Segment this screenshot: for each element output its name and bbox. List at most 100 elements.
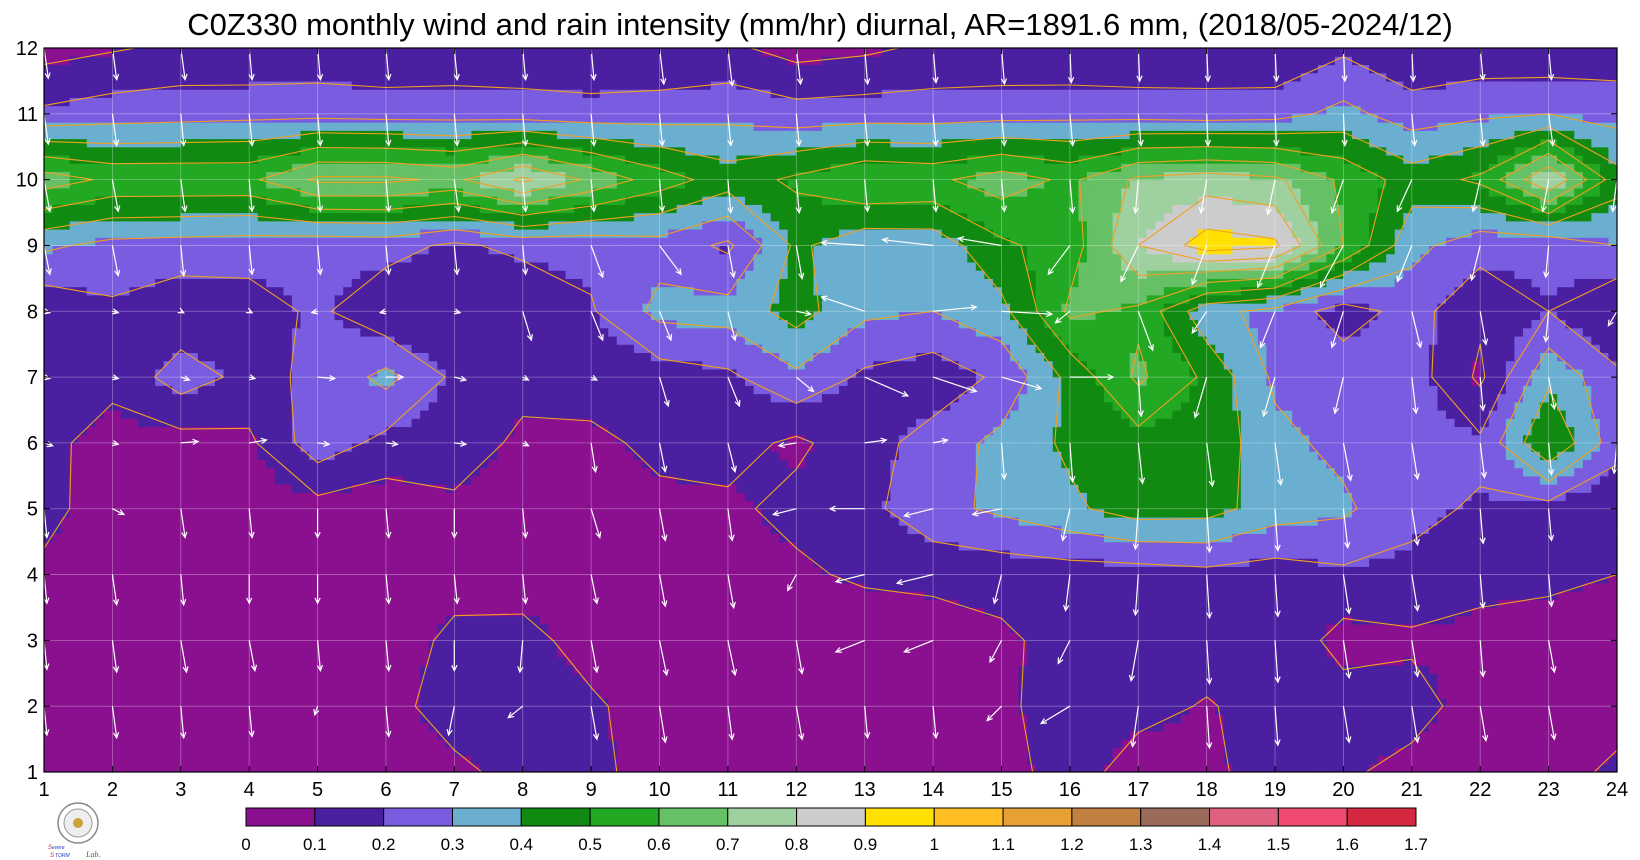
contour-cell [522,681,532,691]
contour-cell [1411,689,1421,699]
contour-cell [1249,665,1259,674]
contour-cell [616,541,626,551]
contour-cell [1018,632,1028,641]
contour-cell [1275,574,1285,584]
contour-cell [385,623,396,633]
contour-cell [984,648,994,658]
contour-cell [574,730,584,740]
contour-cell [437,648,447,658]
contour-cell [813,607,823,617]
contour-cell [565,607,575,617]
contour-cell [479,706,490,716]
contour-cell [1394,730,1404,740]
contour-cell [1343,673,1353,683]
contour-cell [274,656,284,666]
contour-cell [642,714,652,724]
contour-cell [958,607,968,617]
contour-cell [351,681,361,691]
contour-cell [103,591,113,600]
contour-cell [232,648,242,658]
contour-cell [78,755,88,765]
contour-cell [1001,665,1011,674]
contour-cell [1086,706,1097,716]
contour-cell [266,697,276,707]
contour-cell [1557,747,1567,757]
contour-cell [1095,615,1105,625]
contour-cell [206,673,216,683]
contour-cell [710,739,720,748]
contour-cell [531,689,541,699]
contour-cell [565,582,575,592]
contour-cell [394,632,404,641]
contour-cell [1052,697,1062,707]
contour-cell [52,582,62,592]
contour-cell [710,673,720,683]
contour-cell [1172,591,1182,600]
contour-cell [522,623,532,633]
contour-cell [779,697,789,707]
contour-cell [112,591,122,600]
contour-cell [574,673,584,683]
contour-cell [1351,623,1362,633]
contour-cell [163,516,173,526]
contour-cell [616,673,626,683]
contour-cell [753,689,763,699]
contour-cell [992,574,1003,584]
contour-cell [753,599,763,609]
contour-cell [1317,607,1327,617]
contour-cell [428,525,438,535]
contour-cell [753,681,763,691]
contour-cell [1129,574,1139,584]
contour-cell [1052,763,1062,772]
contour-cell [1522,607,1533,617]
contour-cell [283,558,293,567]
contour-cell [856,640,866,650]
contour-cell [1411,640,1421,650]
contour-cell [44,541,54,551]
contour-cell [839,681,849,691]
contour-cell [488,747,498,757]
contour-cell [599,755,609,765]
contour-cell [428,549,438,559]
contour-cell [1428,648,1439,658]
contour-cell [975,747,985,757]
contour-cell [770,755,780,765]
contour-cell [291,697,302,707]
contour-cell [753,739,763,748]
contour-cell [1069,623,1080,633]
contour-cell [1377,665,1387,674]
contour-cell [283,533,293,543]
contour-cell [676,599,686,609]
contour-cell [659,763,669,772]
contour-cell [95,673,105,683]
contour-cell [411,730,421,740]
contour-cell [488,755,498,765]
contour-cell [1343,763,1353,772]
contour-cell [1317,747,1327,757]
contour-cell [368,574,379,584]
contour-cell [343,706,353,716]
contour-cell [1565,697,1575,707]
contour-cell [1437,648,1447,658]
contour-cell [291,640,302,650]
contour-cell [847,681,857,691]
contour-cell [1309,714,1319,724]
contour-cell [975,689,985,699]
contour-cell [1309,689,1319,699]
contour-cell [1189,656,1199,666]
contour-cell [975,632,985,641]
contour-cell [659,673,669,683]
contour-cell [61,714,71,724]
contour-cell [197,697,208,707]
contour-cell [1454,689,1464,699]
contour-cell [1360,714,1370,724]
contour-cell [1249,615,1259,625]
contour-cell [616,689,626,699]
contour-cell [309,516,319,526]
contour-cell [1001,599,1011,609]
contour-cell [591,541,601,551]
contour-cell [155,706,165,716]
contour-cell [873,665,883,674]
contour-cell [702,722,712,732]
contour-cell [61,574,71,584]
